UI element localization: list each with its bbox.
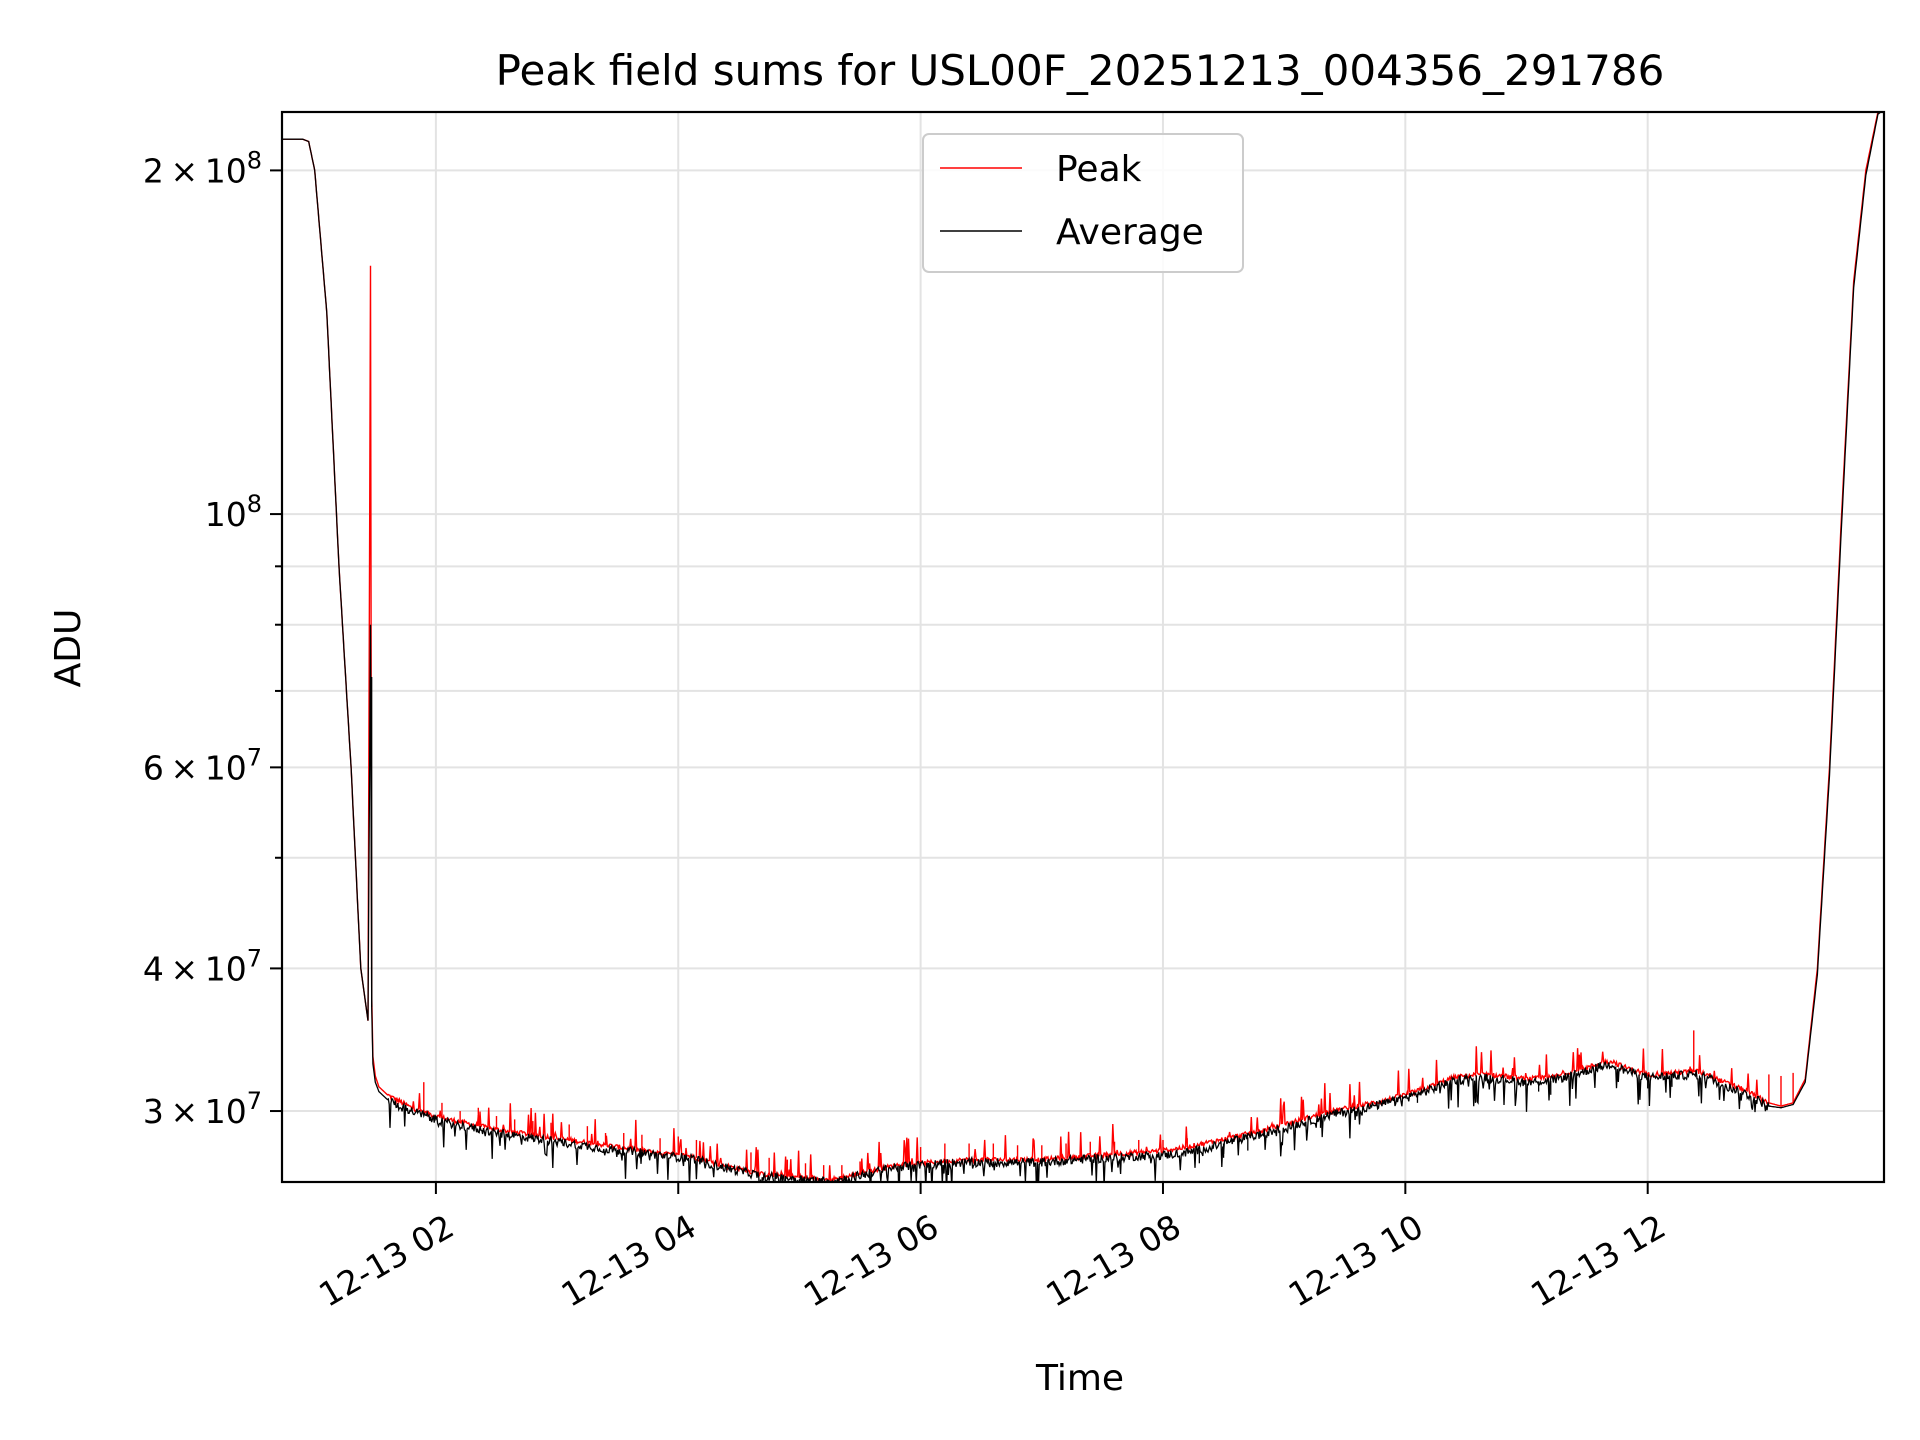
legend-label-peak: Peak bbox=[1056, 149, 1142, 190]
legend: Peak Average bbox=[922, 133, 1244, 273]
y-tick-label: 2 × 108 bbox=[143, 146, 262, 190]
y-axis: 2 × 108 108 6 × 107 4 × 107 3 × 107 bbox=[143, 146, 282, 1131]
legend-label-average: Average bbox=[1056, 212, 1204, 253]
series-line-average bbox=[282, 112, 1883, 1182]
y-tick-label: 3 × 107 bbox=[143, 1087, 262, 1131]
x-axis-label: Time bbox=[1035, 1358, 1124, 1399]
y-tick-label: 108 bbox=[205, 490, 262, 534]
y-tick-label: 4 × 107 bbox=[143, 944, 262, 988]
plot-lines bbox=[282, 112, 1883, 1182]
axes-frame bbox=[280, 110, 1886, 1184]
chart-title: Peak field sums for USL00F_20251213_0043… bbox=[496, 46, 1665, 95]
y-tick-label: 6 × 107 bbox=[143, 743, 262, 787]
y-axis-label: ADU bbox=[48, 609, 89, 688]
grid bbox=[282, 112, 1884, 1182]
